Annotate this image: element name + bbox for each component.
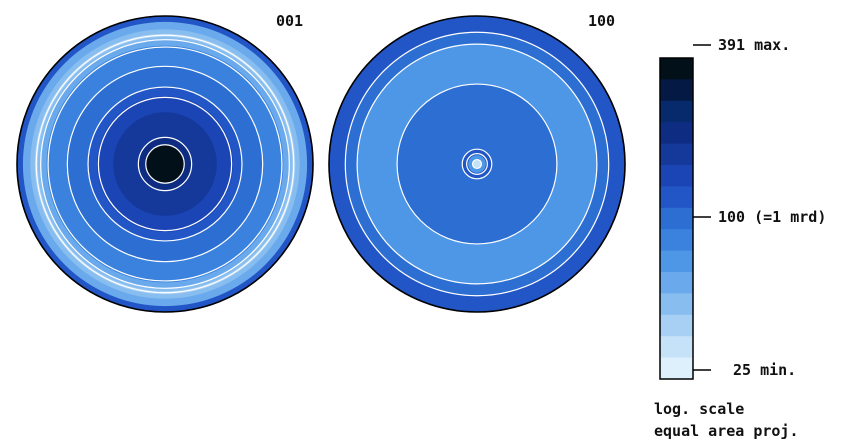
color-scale-step-13 [660, 336, 693, 359]
color-scale-border [659, 57, 694, 380]
color-scale-step-8 [660, 229, 693, 252]
scale-min-label: 25 min. [733, 361, 796, 379]
color-scale-step-4 [660, 143, 693, 166]
pole-figure-001-contour-6 [137, 136, 193, 192]
pole-figure-100 [328, 15, 626, 313]
scale-max-label: 391 max. [718, 36, 790, 54]
pole-figure-001 [16, 15, 314, 313]
note-equal-area-projection: equal area proj. [654, 422, 799, 440]
pole-figure-100-contour-2 [396, 83, 558, 245]
color-scale-step-6 [660, 186, 693, 209]
scale-mid-label: 100 (=1 mrd) [718, 208, 826, 226]
color-scale-step-11 [660, 293, 693, 316]
color-scale-step-1 [660, 79, 693, 102]
pole-figure-001-contour-2 [47, 46, 283, 282]
pole-figure-001-contour-7 [145, 144, 185, 184]
pole-figure-001-contour-3 [66, 65, 264, 263]
color-scale-step-2 [660, 100, 693, 123]
pole-figure-label-100: 100 [588, 12, 615, 30]
pole-figure-001-contour-0 [35, 34, 295, 294]
color-scale-step-10 [660, 272, 693, 294]
color-scale-step-7 [660, 207, 693, 230]
color-scale-step-14 [660, 357, 693, 380]
color-scale-step-3 [660, 122, 693, 145]
pole-figure-label-001: 001 [276, 12, 303, 30]
pole-figure-100-contour-3 [461, 148, 493, 180]
pole-figure-100-ring-6 [472, 159, 482, 169]
color-scale-step-9 [660, 250, 693, 273]
color-scale-step-5 [660, 165, 693, 187]
pole-figure-001-contour-1 [40, 39, 290, 289]
pole-figure-001-contour-5 [97, 96, 233, 232]
pole-figure-001-ring-12 [145, 144, 185, 184]
pole-figure-100-contour-0 [344, 31, 610, 297]
pole-figure-100-contour-4 [466, 153, 488, 175]
color-scale-step-0 [660, 58, 693, 80]
color-scale-step-12 [660, 314, 693, 337]
color-scale-bar [659, 57, 694, 380]
pole-figure-100-contour-5 [471, 158, 483, 170]
pole-figure-100-outline [328, 15, 626, 313]
pole-figure-001-contour-4 [87, 86, 243, 242]
pole-figure-100-contour-1 [356, 43, 598, 285]
pole-figure-001-outline [16, 15, 314, 313]
note-log-scale: log. scale [654, 400, 744, 418]
